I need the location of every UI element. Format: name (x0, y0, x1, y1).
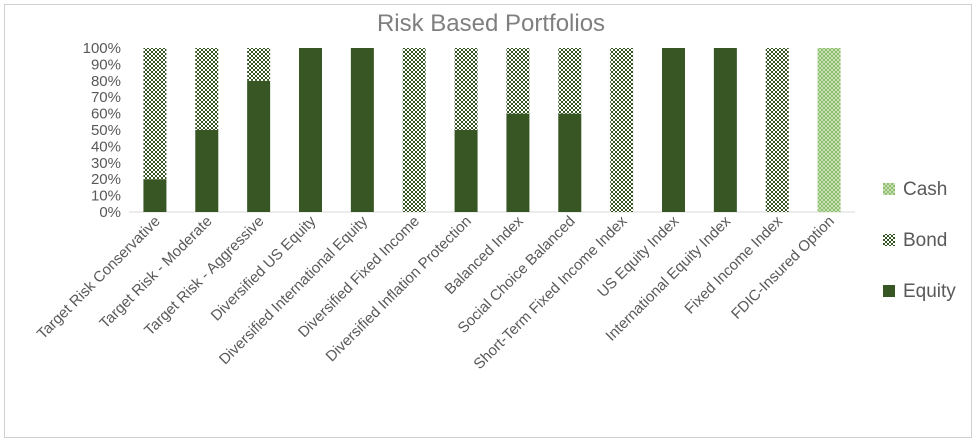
bar-bond-fixed-income-index (765, 48, 789, 212)
bar-bond-social-choice-balanced (558, 48, 582, 114)
bar-cash-fdic-insured-option (817, 48, 841, 212)
y-tick-label: 30% (91, 155, 121, 172)
y-axis: 0%10%20%30%40%50%60%70%80%90%100% (83, 40, 121, 221)
chart-title: Risk Based Portfolios (377, 10, 605, 37)
bar-equity-target-risk-moderate (195, 130, 219, 212)
bar-equity-diversified-us-equity (299, 48, 322, 212)
bar-bond-target-risk-moderate (195, 48, 219, 130)
bar-equity-target-risk-aggressive (247, 80, 271, 212)
bar-bond-short-term-fixed-income-index (610, 48, 634, 212)
y-tick-label: 10% (91, 188, 121, 205)
y-tick-label: 80% (91, 73, 121, 90)
y-tick-label: 70% (91, 89, 121, 106)
stacked-bar-chart: Risk Based Portfolios 0%10%20%30%40%50%6… (34, 10, 956, 373)
x-tick-label: Fixed Income Index (681, 212, 786, 317)
chart-frame: Risk Based Portfolios 0% 10% 20% 30% 40% 50% 6… (4, 4, 972, 438)
legend-swatch-cash (883, 183, 895, 195)
bar-bond-target-risk-conservative (143, 48, 167, 180)
legend-label-bond: Bond (903, 230, 947, 251)
y-tick-label: 100% (83, 40, 121, 57)
legend-label-cash: Cash (903, 179, 947, 200)
bar-equity-diversified-inflation-protection (454, 130, 478, 212)
bar-equity-us-equity-index (662, 48, 685, 212)
bar-equity-diversified-international-equity (350, 48, 374, 212)
y-tick-label: 20% (91, 171, 121, 188)
bar-equity-target-risk-conservative (143, 179, 167, 212)
x-tick-label: FDIC-Insured Option (728, 213, 838, 323)
bar-equity-balanced-index (506, 113, 530, 212)
y-tick-label: 0% (99, 204, 121, 221)
bar-bond-diversified-inflation-protection (454, 48, 478, 130)
legend-swatch-bond (883, 234, 895, 246)
bar-bond-balanced-index (506, 48, 530, 114)
y-tick-label: 40% (91, 138, 121, 155)
legend-swatch-equity (883, 285, 895, 297)
bar-bond-target-risk-aggressive (247, 48, 271, 81)
legend: Cash Bond Equity (883, 179, 956, 302)
legend-label-equity: Equity (903, 281, 956, 302)
y-tick-label: 50% (91, 122, 121, 139)
y-tick-label: 90% (91, 56, 121, 73)
y-tick-label: 60% (91, 106, 121, 123)
bar-bond-diversified-fixed-income (402, 48, 426, 212)
bar-equity-international-equity-index (713, 48, 737, 212)
bar-equity-social-choice-balanced (558, 113, 582, 212)
bars (143, 48, 841, 212)
